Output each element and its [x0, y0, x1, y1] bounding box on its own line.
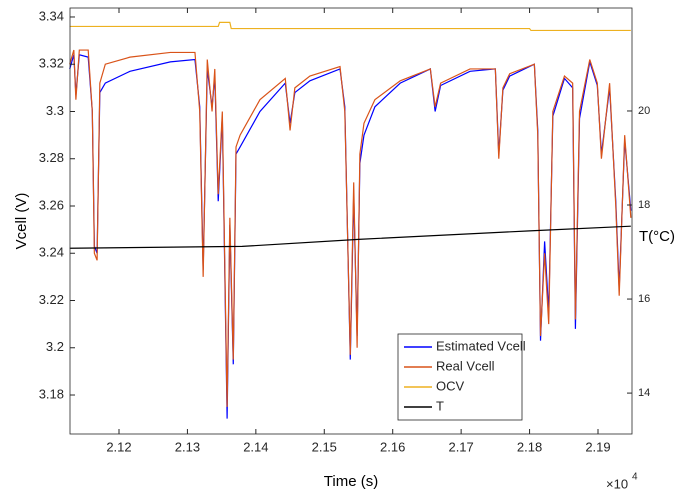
y-axis-label: Vcell (V) — [13, 193, 30, 250]
x-tick-label: 2.14 — [243, 439, 268, 454]
legend-label: T — [436, 398, 444, 413]
y2-tick-label: 20 — [638, 105, 650, 117]
x-tick-label: 2.13 — [175, 439, 200, 454]
y-tick-label: 3.3 — [46, 103, 64, 118]
y2-tick-label: 14 — [638, 387, 650, 399]
y-tick-label: 3.24 — [39, 245, 64, 260]
x-multiplier-exponent: 4 — [632, 472, 638, 483]
x-tick-label: 2.16 — [380, 439, 405, 454]
y2-tick-label: 18 — [638, 199, 650, 211]
legend-label: OCV — [436, 378, 465, 393]
x-tick-label: 2.19 — [585, 439, 610, 454]
y-tick-label: 3.32 — [39, 56, 64, 71]
y2-axis-label: T(°C) — [639, 228, 675, 245]
x-tick-label: 2.17 — [448, 439, 473, 454]
legend-label: Real Vcell — [436, 358, 495, 373]
y-tick-label: 3.34 — [39, 8, 64, 23]
legend-label: Estimated Vcell — [436, 338, 526, 353]
y-tick-label: 3.2 — [46, 339, 64, 354]
data-line — [69, 225, 631, 249]
plot-frame — [69, 7, 633, 435]
legend-box — [397, 333, 523, 421]
x-axis-label: Time (s) — [324, 473, 378, 490]
data-line — [69, 49, 632, 407]
y-tick-label: 3.18 — [39, 386, 64, 401]
x-tick-label: 2.18 — [517, 439, 542, 454]
y-tick-label: 3.28 — [39, 150, 64, 165]
plot-area — [70, 8, 632, 434]
y-tick-label: 3.26 — [39, 197, 64, 212]
data-line — [69, 54, 632, 419]
data-line — [69, 21, 631, 32]
x-tick-label: 2.12 — [106, 439, 131, 454]
y-tick-label: 3.22 — [39, 292, 64, 307]
x-tick-label: 2.15 — [312, 439, 337, 454]
y2-tick-label: 16 — [638, 293, 650, 305]
x-multiplier: ×10 — [606, 476, 628, 491]
